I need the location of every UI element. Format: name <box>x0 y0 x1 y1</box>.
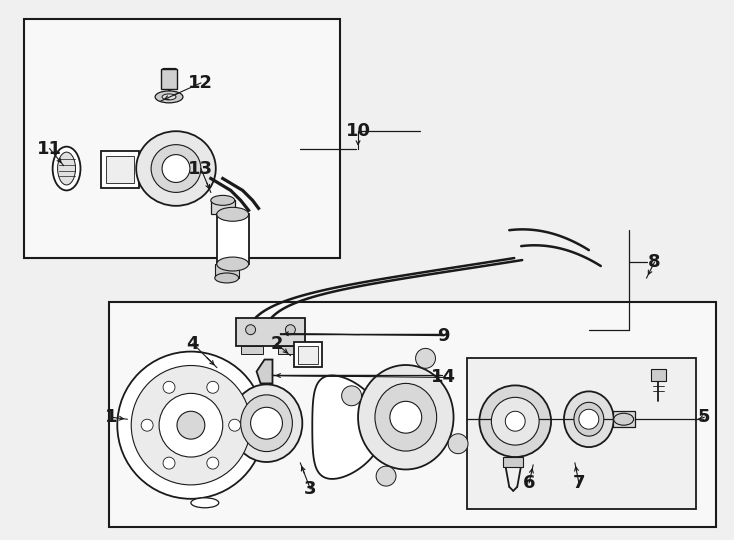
Text: 14: 14 <box>431 368 456 387</box>
Circle shape <box>159 393 222 457</box>
Ellipse shape <box>211 195 235 205</box>
Circle shape <box>376 466 396 486</box>
Circle shape <box>505 411 526 431</box>
Text: 11: 11 <box>37 140 62 158</box>
Bar <box>294 342 322 368</box>
Bar <box>217 214 249 264</box>
Ellipse shape <box>217 257 249 271</box>
Bar <box>161 69 177 89</box>
Ellipse shape <box>53 147 81 191</box>
Ellipse shape <box>217 207 249 221</box>
Bar <box>278 346 300 354</box>
Circle shape <box>286 325 295 335</box>
Ellipse shape <box>574 402 604 436</box>
Bar <box>23 19 340 258</box>
Text: 5: 5 <box>698 408 711 426</box>
Polygon shape <box>312 375 384 479</box>
Circle shape <box>579 409 599 429</box>
Ellipse shape <box>151 145 201 192</box>
Ellipse shape <box>375 383 437 451</box>
Text: 9: 9 <box>437 327 450 345</box>
Circle shape <box>448 434 468 454</box>
Circle shape <box>479 386 551 457</box>
Text: 3: 3 <box>304 480 316 498</box>
Text: 10: 10 <box>346 122 371 140</box>
Circle shape <box>250 407 283 439</box>
Ellipse shape <box>241 395 292 451</box>
Bar <box>298 346 319 363</box>
Circle shape <box>163 457 175 469</box>
Text: 2: 2 <box>270 335 283 353</box>
Text: 13: 13 <box>189 159 214 178</box>
Circle shape <box>491 397 539 445</box>
Text: 4: 4 <box>186 335 199 353</box>
Ellipse shape <box>137 131 216 206</box>
Bar <box>109 302 716 526</box>
Ellipse shape <box>215 273 239 283</box>
Ellipse shape <box>191 498 219 508</box>
Circle shape <box>117 352 264 499</box>
Bar <box>101 151 139 188</box>
Circle shape <box>390 401 422 433</box>
Circle shape <box>131 366 250 485</box>
Bar <box>613 411 635 427</box>
Bar <box>241 346 263 354</box>
Circle shape <box>141 419 153 431</box>
Bar <box>215 264 239 278</box>
Text: 1: 1 <box>105 408 117 426</box>
Circle shape <box>341 386 362 406</box>
Text: 12: 12 <box>189 74 214 92</box>
Ellipse shape <box>57 152 76 185</box>
Bar <box>236 318 305 346</box>
Circle shape <box>207 457 219 469</box>
Ellipse shape <box>230 384 302 462</box>
Bar <box>650 369 666 381</box>
Polygon shape <box>257 360 272 383</box>
Circle shape <box>177 411 205 439</box>
Ellipse shape <box>155 91 183 103</box>
Circle shape <box>163 381 175 393</box>
Text: 7: 7 <box>573 474 585 492</box>
Circle shape <box>162 154 190 183</box>
Text: 8: 8 <box>648 253 661 271</box>
Ellipse shape <box>358 365 454 469</box>
Bar <box>106 156 134 184</box>
Text: 6: 6 <box>523 474 535 492</box>
Ellipse shape <box>162 94 176 100</box>
Circle shape <box>246 325 255 335</box>
Bar <box>504 457 523 467</box>
Ellipse shape <box>564 392 614 447</box>
Bar <box>468 357 697 509</box>
Ellipse shape <box>614 413 633 425</box>
Circle shape <box>229 419 241 431</box>
Bar <box>211 200 235 214</box>
Circle shape <box>415 348 435 368</box>
Circle shape <box>207 381 219 393</box>
